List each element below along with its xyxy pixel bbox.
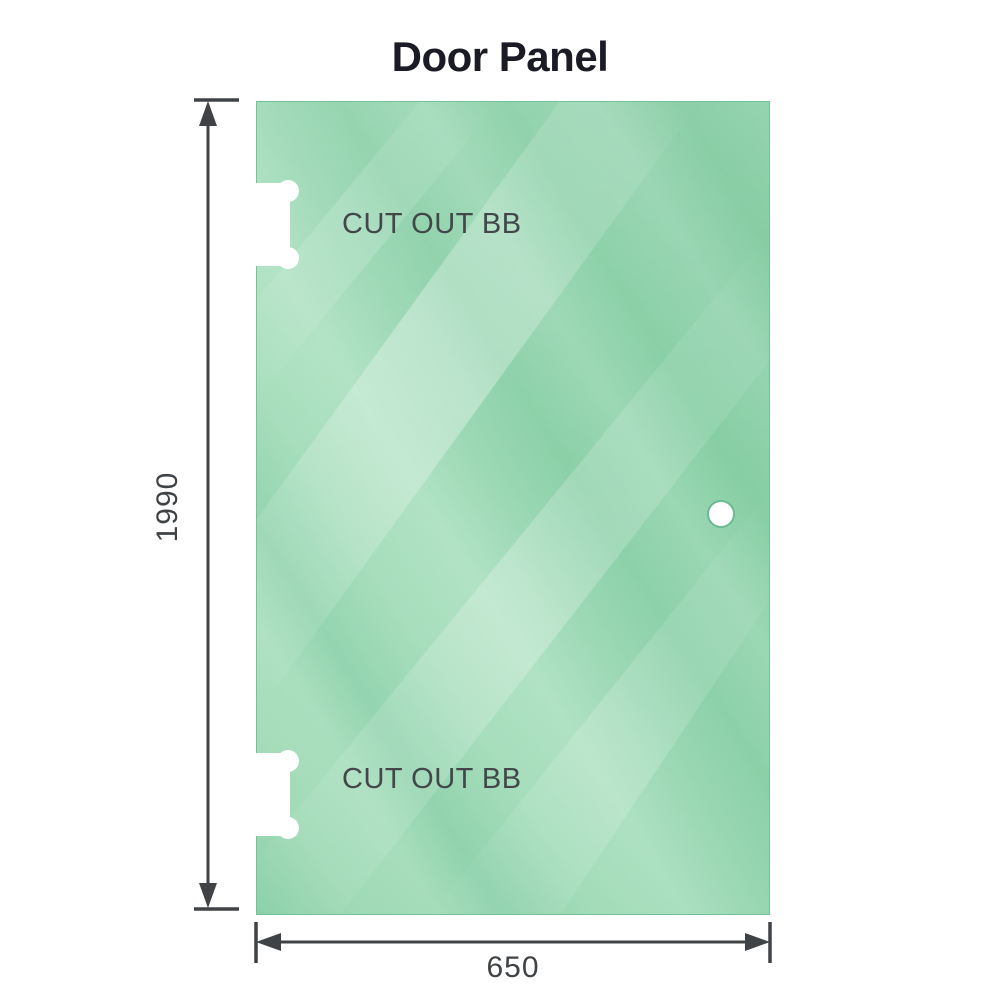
arrow-right-icon (745, 933, 770, 951)
arrow-up-icon (199, 101, 217, 126)
cutout-label-top: CUT OUT BB (342, 208, 522, 240)
dimension-width-value: 650 (486, 951, 540, 984)
arrow-down-icon (199, 883, 217, 908)
dimension-width (254, 922, 772, 963)
panel-edge (255, 100, 771, 916)
glass-sheen (256, 101, 770, 915)
cutout-label-bottom: CUT OUT BB (342, 763, 522, 795)
page-title: Door Panel (391, 33, 609, 80)
arrow-left-icon (256, 933, 281, 951)
dimension-height-value: 1990 (151, 471, 184, 543)
handle-hole-icon (707, 500, 735, 528)
glass-panel (255, 100, 771, 916)
dimension-height (194, 98, 239, 911)
